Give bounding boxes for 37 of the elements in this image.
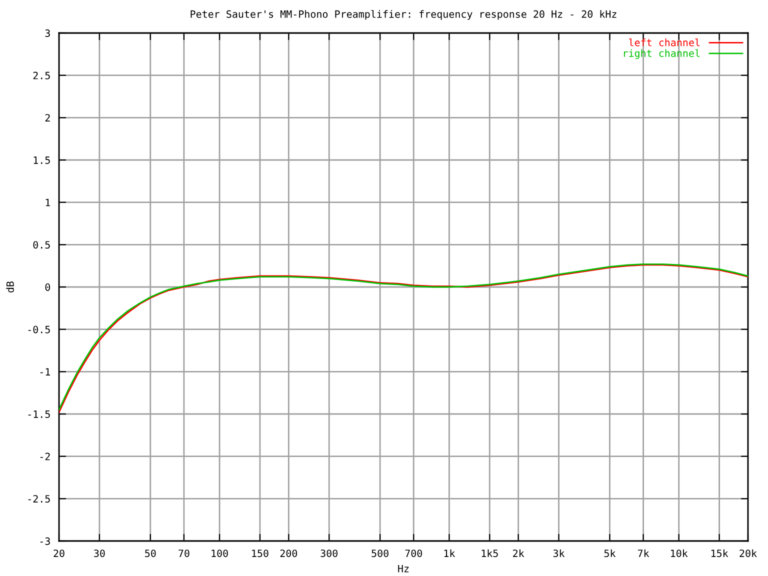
y-tick-label: -2.5 (28, 495, 50, 503)
legend-label: left channel (629, 38, 700, 46)
y-tick-label: 2.5 (33, 72, 50, 80)
x-tick-label: 100 (212, 550, 228, 558)
x-tick-label: 20k (740, 549, 757, 558)
y-tick-label: 3 (45, 29, 50, 37)
y-tick-label: 1 (46, 198, 50, 206)
x-tick-label: 150 (252, 550, 268, 558)
x-tick-label: 300 (320, 550, 338, 558)
y-tick-label: 2 (45, 114, 50, 122)
y-tick-label: -1.5 (28, 410, 50, 418)
y-tick-label: -2 (40, 452, 50, 460)
x-tick-label: 700 (405, 550, 422, 558)
x-tick-label: 70 (178, 550, 190, 558)
x-tick-label: 200 (280, 550, 298, 558)
x-tick-label: 7k (638, 549, 650, 557)
x-tick-label: 1k (444, 549, 456, 557)
x-tick-label: 20 (54, 550, 64, 558)
x-tick-label: 500 (372, 550, 388, 558)
x-axis-title: Hz (398, 564, 409, 572)
x-tick-label: 5k (604, 549, 616, 558)
x-tick-label: 1k5 (482, 549, 498, 558)
y-tick-label: 0 (45, 283, 50, 291)
y-tick-label: 1.5 (34, 156, 50, 164)
x-tick-label: 15k (711, 549, 728, 558)
y-tick-label: -3 (40, 537, 50, 545)
x-tick-label: 30 (94, 550, 105, 558)
x-tick-label: 50 (145, 550, 156, 558)
y-tick-label: -1 (40, 368, 50, 376)
x-tick-label: 10k (671, 549, 688, 558)
x-tick-label: 3k (553, 549, 565, 558)
y-tick-label: 0.5 (33, 241, 50, 249)
legend-label: right channel (624, 49, 700, 60)
y-tick-label: -0.5 (28, 326, 50, 334)
chart-title: Peter Sauter's MM-Phono Preamplifier: frequency response 20 Hz - 20 kHz (190, 10, 616, 20)
x-tick-label: 2k (513, 549, 524, 557)
y-axis-title: dB (6, 281, 14, 292)
